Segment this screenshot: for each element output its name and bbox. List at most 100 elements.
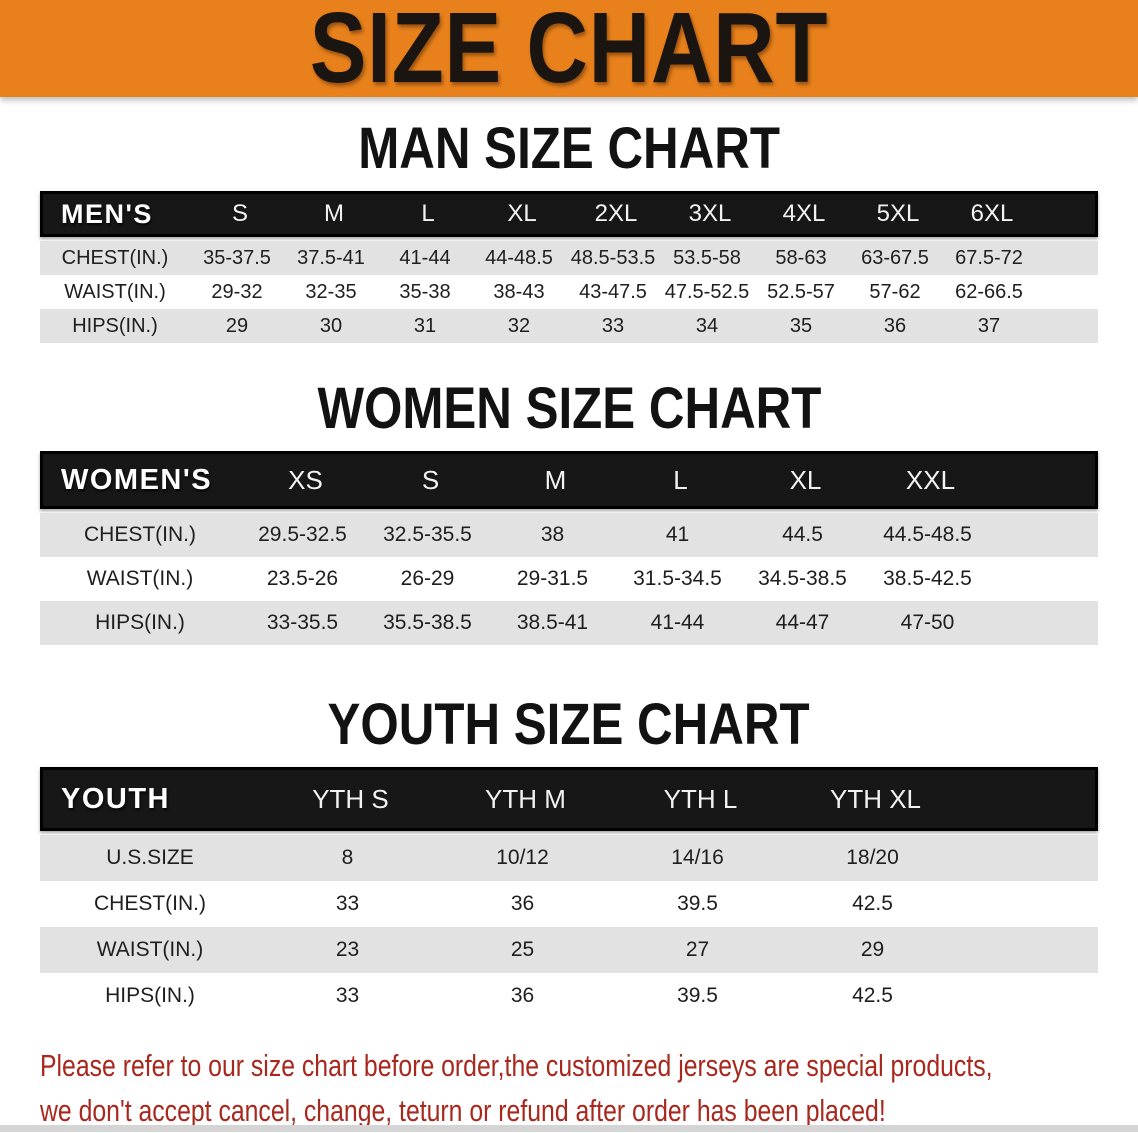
size-value: 26-29 <box>400 567 455 590</box>
table-row: HIPS(IN.) 29 30 31 32 33 34 35 36 37 <box>40 309 1098 343</box>
size-value: 38-43 <box>493 280 545 303</box>
row-label: WAIST(IN.) <box>86 567 194 590</box>
note-line-1-text: Please refer to our size chart before or… <box>40 1048 993 1083</box>
table-header-row: YOUTH YTH S YTH M YTH L YTH XL <box>40 767 1098 831</box>
size-value: 63-67.5 <box>861 246 929 269</box>
size-value: 35.5-38.5 <box>383 611 472 634</box>
size-value: 35-37.5 <box>203 246 271 269</box>
table-header-row: WOMEN'S XS S M L XL XXL <box>40 451 1098 509</box>
column-header: XL <box>789 464 822 495</box>
size-value: 38 <box>540 523 565 546</box>
size-value: 33 <box>335 984 360 1007</box>
row-label: HIPS(IN.) <box>72 314 158 337</box>
table-row: WAIST(IN.) 29-32 32-35 35-38 38-43 43-47.5 47.… <box>40 275 1098 309</box>
youth-size-table: YOUTH YTH S YTH M YTH L YTH XL U.S.SIZE 8 10/12… <box>40 767 1098 1019</box>
size-value: 52.5-57 <box>767 280 835 303</box>
size-value: 38.5-41 <box>516 611 589 634</box>
size-value: 36 <box>510 984 535 1007</box>
size-value: 32 <box>507 314 531 337</box>
column-header: S <box>231 200 248 227</box>
section-heading-text: YOUTH SIZE CHART <box>327 691 811 757</box>
column-header: YTH M <box>485 783 566 814</box>
size-value: 31 <box>413 314 437 337</box>
row-label: WAIST(IN.) <box>96 938 204 961</box>
row-label: WAIST(IN.) <box>64 280 166 303</box>
size-value: 34.5-38.5 <box>758 567 847 590</box>
row-label: HIPS(IN.) <box>105 984 195 1007</box>
column-header: L <box>673 464 688 495</box>
size-value: 37.5-41 <box>297 246 365 269</box>
size-value: 30 <box>319 314 343 337</box>
size-value: 32-35 <box>305 280 357 303</box>
table-row: HIPS(IN.) 33 36 39.5 42.5 <box>40 973 1098 1019</box>
womens-size-table: WOMEN'S XS S M L XL XXL CHEST(IN.) 29.5-32.5 32.5… <box>40 451 1098 645</box>
size-value: 33 <box>335 892 360 915</box>
footer-note: Please refer to our size chart before or… <box>0 1043 1138 1133</box>
banner-title: SIZE CHART <box>309 0 829 104</box>
section-heading-mens: MAN SIZE CHART <box>0 116 1138 181</box>
table-row: U.S.SIZE 8 10/12 14/16 18/20 <box>40 835 1098 881</box>
size-value: 34 <box>695 314 719 337</box>
column-header: XL <box>507 200 537 227</box>
size-value: 44.5-48.5 <box>883 523 972 546</box>
column-header: S <box>421 464 440 495</box>
size-value: 57-62 <box>869 280 921 303</box>
table-row: WAIST(IN.) 23.5-26 26-29 29-31.5 31.5-34.5 34… <box>40 557 1098 601</box>
size-value: 53.5-58 <box>673 246 741 269</box>
section-heading-text: MAN SIZE CHART <box>358 115 780 181</box>
table-row: HIPS(IN.) 33-35.5 35.5-38.5 38.5-41 41-44 44-… <box>40 601 1098 645</box>
size-value: 18/20 <box>846 846 899 869</box>
size-value: 36 <box>883 314 907 337</box>
size-value: 8 <box>341 846 354 869</box>
table-header-row: MEN'S S M L XL 2XL 3XL 4XL 5XL 6XL <box>40 191 1098 237</box>
size-value: 10/12 <box>496 846 549 869</box>
column-header: YTH S <box>312 783 389 814</box>
size-value: 41-44 <box>399 246 451 269</box>
size-value: 29 <box>225 314 249 337</box>
size-value: 58-63 <box>775 246 827 269</box>
size-value: 44.5 <box>782 523 823 546</box>
row-label: HIPS(IN.) <box>95 611 185 634</box>
size-value: 44-47 <box>775 611 830 634</box>
row-label: U.S.SIZE <box>106 846 194 869</box>
mens-size-table: MEN'S S M L XL 2XL 3XL 4XL 5XL 6XL CHEST(IN.) 35-37… <box>40 191 1098 343</box>
size-value: 29.5-32.5 <box>258 523 347 546</box>
table-title-cell: WOMEN'S <box>61 463 213 496</box>
section-heading-text: WOMEN SIZE CHART <box>317 375 821 441</box>
note-line-1: Please refer to our size chart before or… <box>40 1043 1138 1088</box>
size-value: 47.5-52.5 <box>664 280 750 303</box>
column-header: M <box>544 464 567 495</box>
size-value: 29 <box>860 938 885 961</box>
note-line-2: we don't accept cancel, change, teturn o… <box>40 1088 1138 1133</box>
size-value: 29-32 <box>211 280 263 303</box>
column-header: 5XL <box>876 200 920 227</box>
column-header: YTH XL <box>829 783 922 814</box>
size-value: 39.5 <box>677 984 718 1007</box>
column-header: 2XL <box>594 200 638 227</box>
size-value: 14/16 <box>671 846 724 869</box>
size-value: 42.5 <box>852 892 893 915</box>
size-value: 44-48.5 <box>485 246 553 269</box>
column-header: L <box>421 200 435 227</box>
size-value: 41-44 <box>650 611 705 634</box>
section-youth: YOUTH SIZE CHART YOUTH YTH S YTH M YTH L YTH … <box>0 692 1138 1019</box>
size-value: 23.5-26 <box>266 567 339 590</box>
table-row: CHEST(IN.) 29.5-32.5 32.5-35.5 38 41 44.5 44.5… <box>40 513 1098 557</box>
size-value: 48.5-53.5 <box>570 246 656 269</box>
column-header: YTH L <box>663 783 738 814</box>
size-value: 32.5-35.5 <box>383 523 472 546</box>
size-value: 29-31.5 <box>516 567 589 590</box>
row-label: CHEST(IN.) <box>84 523 196 546</box>
size-value: 38.5-42.5 <box>883 567 972 590</box>
size-value: 35-38 <box>399 280 451 303</box>
size-value: 47-50 <box>900 611 955 634</box>
section-womens: WOMEN SIZE CHART WOMEN'S XS S M L XL XXL CHEST(I… <box>0 376 1138 645</box>
size-value: 33 <box>601 314 625 337</box>
size-value: 23 <box>335 938 360 961</box>
note-line-2-text: we don't accept cancel, change, teturn o… <box>40 1093 886 1128</box>
table-row: CHEST(IN.) 35-37.5 37.5-41 41-44 44-48.5 48.5… <box>40 241 1098 275</box>
size-value: 43-47.5 <box>579 280 647 303</box>
banner: SIZE CHART <box>0 0 1138 104</box>
section-heading-youth: YOUTH SIZE CHART <box>0 692 1138 757</box>
